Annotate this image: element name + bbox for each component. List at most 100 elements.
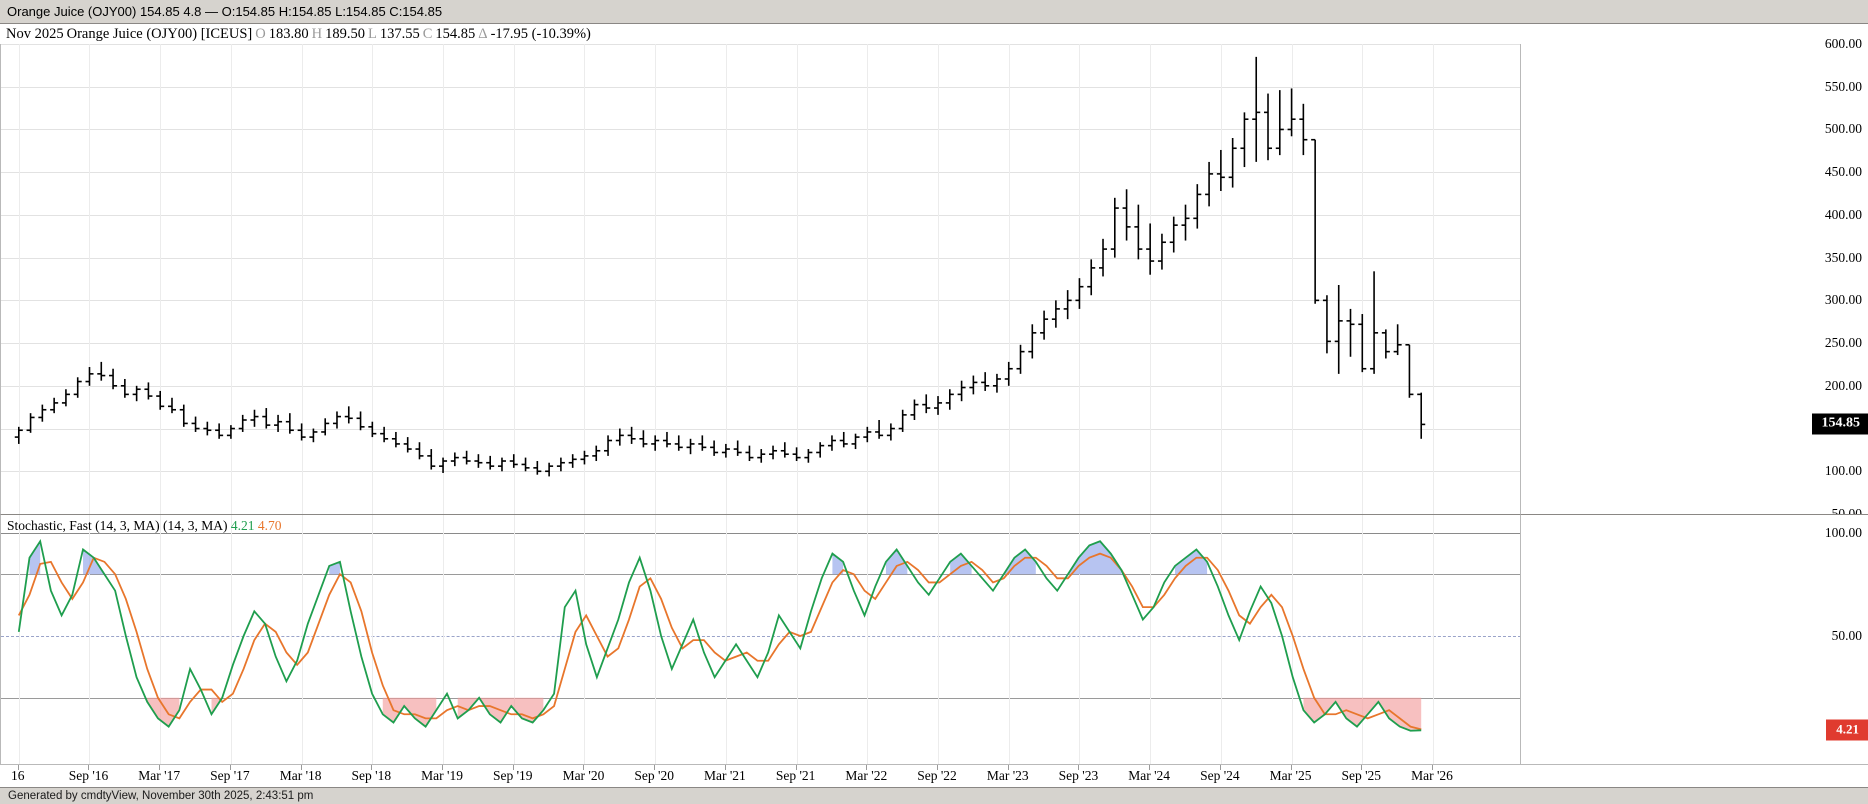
date-axis-tick <box>1219 765 1221 770</box>
date-axis-label: Sep '18 <box>351 768 392 783</box>
price-axis-label: 300.00 <box>1824 292 1862 308</box>
stochastic-vertical-gridline <box>160 515 162 765</box>
price-vertical-gridline <box>18 44 20 514</box>
price-gridline <box>1 257 1521 259</box>
stochastic-pane[interactable]: Stochastic, Fast (14, 3, MA) (14, 3, MA)… <box>0 514 1521 765</box>
stochastic-value-tag: 4.21 <box>1826 719 1868 741</box>
stochastic-series <box>17 538 1422 732</box>
price-axis-label: 200.00 <box>1824 377 1862 393</box>
stochastic-vertical-gridline <box>89 515 91 765</box>
date-axis-tick <box>866 765 868 770</box>
price-vertical-gridline <box>1008 44 1010 514</box>
stochastic-vertical-gridline <box>513 515 515 765</box>
price-vertical-gridline <box>443 44 445 514</box>
stochastic-k-value: 4.21 <box>230 518 255 533</box>
close-label: C <box>422 26 433 42</box>
price-axis-label: 250.00 <box>1824 335 1862 351</box>
generated-by-text: Generated by cmdtyView, November 30th 20… <box>8 790 314 802</box>
date-axis-label: Sep '22 <box>917 768 957 783</box>
price-vertical-gridline <box>89 44 91 514</box>
date-axis-label: 16 <box>11 768 25 783</box>
stochastic-vertical-gridline <box>867 515 869 765</box>
price-vertical-gridline <box>230 44 232 514</box>
price-gridline <box>1 44 1521 45</box>
date-axis-tick <box>88 765 90 770</box>
stochastic-vertical-gridline <box>301 515 303 765</box>
price-axis-label: 600.00 <box>1824 36 1862 51</box>
stochastic-vertical-gridline <box>655 515 657 765</box>
stochastic-header: Stochastic, Fast (14, 3, MA) (14, 3, MA)… <box>7 518 282 534</box>
price-axis-label: 500.00 <box>1824 121 1862 137</box>
date-axis-label: Sep '19 <box>492 768 533 783</box>
close-value: 154.85 <box>435 26 476 42</box>
status-bar: Generated by cmdtyView, November 30th 20… <box>0 787 1868 804</box>
price-gridline <box>1 471 1521 473</box>
price-vertical-gridline <box>160 44 162 514</box>
window-title: Orange Juice (OJY00) 154.85 4.8 — O:154.… <box>7 4 443 19</box>
date-axis-tick <box>512 765 514 770</box>
date-axis-tick <box>583 765 585 770</box>
date-axis-label: Mar '21 <box>703 768 746 783</box>
date-axis-tick <box>724 765 726 770</box>
date-axis-label: Mar '26 <box>1411 768 1453 783</box>
date-axis-label: Mar '19 <box>421 768 463 783</box>
stochastic-vertical-gridline <box>1008 515 1010 765</box>
price-gridline <box>1 129 1521 131</box>
stochastic-vertical-gridline <box>938 515 940 765</box>
date-axis-label: Mar '24 <box>1128 768 1171 783</box>
price-gridline <box>1 428 1521 430</box>
price-chart-pane[interactable] <box>0 44 1521 515</box>
stochastic-axis: 100.00 50.00 4.21 <box>1520 514 1868 764</box>
stochastic-vertical-gridline <box>1220 515 1222 765</box>
price-vertical-gridline <box>1220 44 1222 514</box>
price-vertical-gridline <box>938 44 940 514</box>
date-axis-label: Sep '16 <box>68 768 109 783</box>
price-axis-label: 100.00 <box>1824 463 1862 479</box>
stochastic-vertical-gridline <box>1079 515 1081 765</box>
stochastic-vertical-gridline <box>443 515 445 765</box>
date-axis-tick <box>654 765 656 770</box>
low-value: 137.55 <box>379 26 420 42</box>
price-gridline <box>1 343 1521 345</box>
date-axis-tick <box>159 765 161 770</box>
stochastic-threshold-line <box>1 574 1521 576</box>
price-vertical-gridline <box>796 44 798 514</box>
date-axis-tick <box>1078 765 1080 770</box>
price-vertical-gridline <box>301 44 303 514</box>
price-axis: 600.00 550.00 500.00 450.00 400.00 350.00 300.… <box>1520 36 1868 521</box>
stochastic-axis-label: 100.00 <box>1824 525 1862 540</box>
contract-month: Nov 2025 <box>6 26 64 42</box>
date-axis-label: Mar '22 <box>845 768 888 783</box>
date-axis-tick <box>937 765 939 770</box>
date-axis-label: Sep '20 <box>634 768 674 783</box>
stochastic-d-value: 4.70 <box>257 518 282 533</box>
stochastic-gridline <box>1 636 1521 637</box>
instrument-name: Orange Juice (OJY00) [ICEUS] <box>66 26 253 42</box>
date-axis-tick <box>300 765 302 770</box>
window-title-bar: Orange Juice (OJY00) 154.85 4.8 — O:154.… <box>0 0 1868 24</box>
price-vertical-gridline <box>1362 44 1364 514</box>
open-label: O <box>255 26 266 42</box>
stochastic-vertical-gridline <box>725 515 727 765</box>
price-vertical-gridline <box>584 44 586 514</box>
stochastic-vertical-gridline <box>18 515 20 765</box>
price-vertical-gridline <box>1150 44 1152 514</box>
high-label: H <box>311 26 323 42</box>
price-axis-label: 400.00 <box>1824 206 1862 222</box>
low-label: L <box>367 26 377 42</box>
date-axis-label: Mar '17 <box>138 768 181 783</box>
change-value: -17.95 (-10.39%) <box>490 26 591 42</box>
price-vertical-gridline <box>513 44 515 514</box>
date-axis-tick <box>229 765 231 770</box>
price-gridline <box>1 214 1521 216</box>
price-axis-label: 450.00 <box>1824 164 1862 180</box>
date-axis-label: Mar '18 <box>279 768 322 783</box>
date-axis-tick <box>371 765 373 770</box>
stochastic-threshold-line <box>1 697 1521 699</box>
date-axis-label: Mar '23 <box>986 768 1029 783</box>
price-axis-label: 350.00 <box>1824 249 1862 265</box>
high-value: 189.50 <box>325 26 365 42</box>
stochastic-vertical-gridline <box>1362 515 1364 765</box>
date-axis-tick <box>1007 765 1009 770</box>
price-gridline <box>1 86 1521 88</box>
